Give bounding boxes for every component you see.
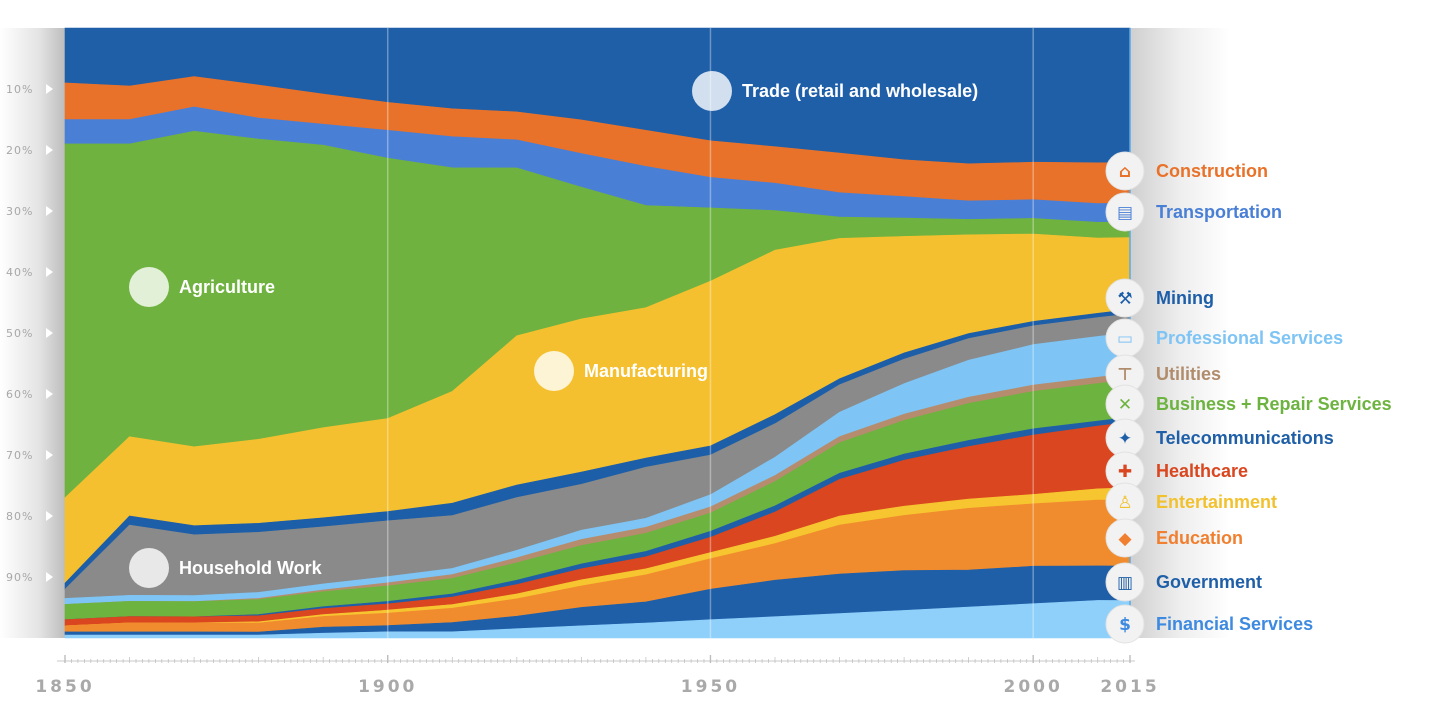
- legend-label: Entertainment: [1156, 492, 1277, 512]
- legend-label: Construction: [1156, 161, 1268, 181]
- y-tick-label: 90%: [6, 571, 33, 584]
- y-tick-marker: [46, 572, 53, 582]
- x-tick-label: 1950: [681, 677, 740, 697]
- crane-icon: ⌂: [1119, 162, 1131, 182]
- government-building-icon-badge: [1105, 562, 1145, 602]
- y-tick-label: 40%: [6, 266, 33, 279]
- legend-item-construction: ⌂ Construction: [1105, 151, 1268, 191]
- y-tick-marker: [46, 206, 53, 216]
- legend-label: Mining: [1156, 288, 1214, 308]
- shopping-cart-icon: [692, 71, 732, 111]
- legend-label: Transportation: [1156, 202, 1282, 222]
- legend-item-healthcare: ✚ Healthcare: [1105, 451, 1248, 491]
- satellite-icon: ✦: [1118, 429, 1132, 449]
- y-tick-label: 80%: [6, 510, 33, 523]
- y-tick-marker: [46, 145, 53, 155]
- inline-label-text: Trade (retail and wholesale): [742, 81, 978, 101]
- x-tick-label: 1850: [35, 677, 94, 697]
- inline-label-agriculture: Agriculture: [129, 267, 275, 307]
- graduation-cap-icon: ◆: [1118, 529, 1132, 549]
- y-tick-marker: [46, 328, 53, 338]
- legend-label: Education: [1156, 528, 1243, 548]
- inline-label-text: Manufacturing: [584, 361, 708, 381]
- y-tick-marker: [46, 84, 53, 94]
- y-tick-marker: [46, 389, 53, 399]
- legend-label: Telecommunications: [1156, 428, 1334, 448]
- money-bag-icon: $: [1119, 615, 1131, 635]
- house-icon: [129, 548, 169, 588]
- y-tick-label: 10%: [6, 83, 33, 96]
- legend-item-telecommunications: ✦ Telecommunications: [1105, 418, 1334, 458]
- inline-label-text: Household Work: [179, 558, 323, 578]
- crane-icon-badge: [1105, 151, 1145, 191]
- legend-item-mining: ⚒ Mining: [1105, 278, 1214, 318]
- x-tick-label: 2015: [1100, 677, 1159, 697]
- legend-label: Financial Services: [1156, 614, 1313, 634]
- legend: ⌂ Construction ▤ Transportation ⚒ Mining ▭ Prof…: [1105, 151, 1392, 644]
- graduation-cap-icon-badge: [1105, 518, 1145, 558]
- wheat-icon: [129, 267, 169, 307]
- train-icon: ▤: [1117, 203, 1133, 223]
- left-axis-shade: [0, 28, 65, 638]
- legend-item-education: ◆ Education: [1105, 518, 1243, 558]
- legend-label: Business + Repair Services: [1156, 394, 1392, 414]
- y-tick-label: 50%: [6, 327, 33, 340]
- faucet-icon: ⊤: [1117, 365, 1133, 385]
- joystick-icon: ♙: [1117, 493, 1132, 513]
- train-icon-badge: [1105, 192, 1145, 232]
- legend-item-professional-services: ▭ Professional Services: [1105, 318, 1343, 358]
- y-tick-marker: [46, 267, 53, 277]
- x-tick-label: 2000: [1004, 677, 1063, 697]
- y-tick-marker: [46, 511, 53, 521]
- medical-cross-icon: ✚: [1118, 462, 1132, 482]
- legend-item-utilities: ⊤ Utilities: [1105, 354, 1221, 394]
- legend-item-government: ▥ Government: [1105, 562, 1262, 602]
- legend-item-entertainment: ♙ Entertainment: [1105, 482, 1277, 522]
- legend-label: Professional Services: [1156, 328, 1343, 348]
- y-tick-label: 70%: [6, 449, 33, 462]
- y-tick-label: 20%: [6, 144, 33, 157]
- legend-item-business-repair-services: ✕ Business + Repair Services: [1105, 384, 1392, 424]
- legend-label: Utilities: [1156, 364, 1221, 384]
- inline-label-manufacturing: Manufacturing: [534, 351, 708, 391]
- money-bag-icon-badge: [1105, 604, 1145, 644]
- pickaxe-icon-badge: [1105, 278, 1145, 318]
- government-building-icon: ▥: [1117, 573, 1133, 593]
- inline-label-trade-retail-and-wholesale: Trade (retail and wholesale): [692, 71, 978, 111]
- legend-item-transportation: ▤ Transportation: [1105, 192, 1282, 232]
- inline-label-text: Agriculture: [179, 277, 275, 297]
- x-axis: 1850 1900 1950 2000 2015: [35, 655, 1159, 697]
- factory-icon: [534, 351, 574, 391]
- legend-label: Healthcare: [1156, 461, 1248, 481]
- right-axis-shade: [1130, 28, 1230, 638]
- briefcase-icon: ▭: [1117, 329, 1133, 349]
- legend-label: Government: [1156, 572, 1262, 592]
- inline-labels: Trade (retail and wholesale) Agriculture M…: [129, 71, 978, 588]
- y-tick-label: 60%: [6, 388, 33, 401]
- inline-label-household-work: Household Work: [129, 548, 323, 588]
- y-tick-marker: [46, 450, 53, 460]
- y-tick-label: 30%: [6, 205, 33, 218]
- pickaxe-icon: ⚒: [1117, 289, 1132, 309]
- x-tick-label: 1900: [358, 677, 417, 697]
- y-axis: 10% 20% 30% 40% 50% 60% 70% 80% 90%: [6, 83, 53, 584]
- legend-item-financial-services: $ Financial Services: [1105, 604, 1313, 644]
- area-layers: [64, 27, 1131, 639]
- tools-icon: ✕: [1118, 395, 1132, 415]
